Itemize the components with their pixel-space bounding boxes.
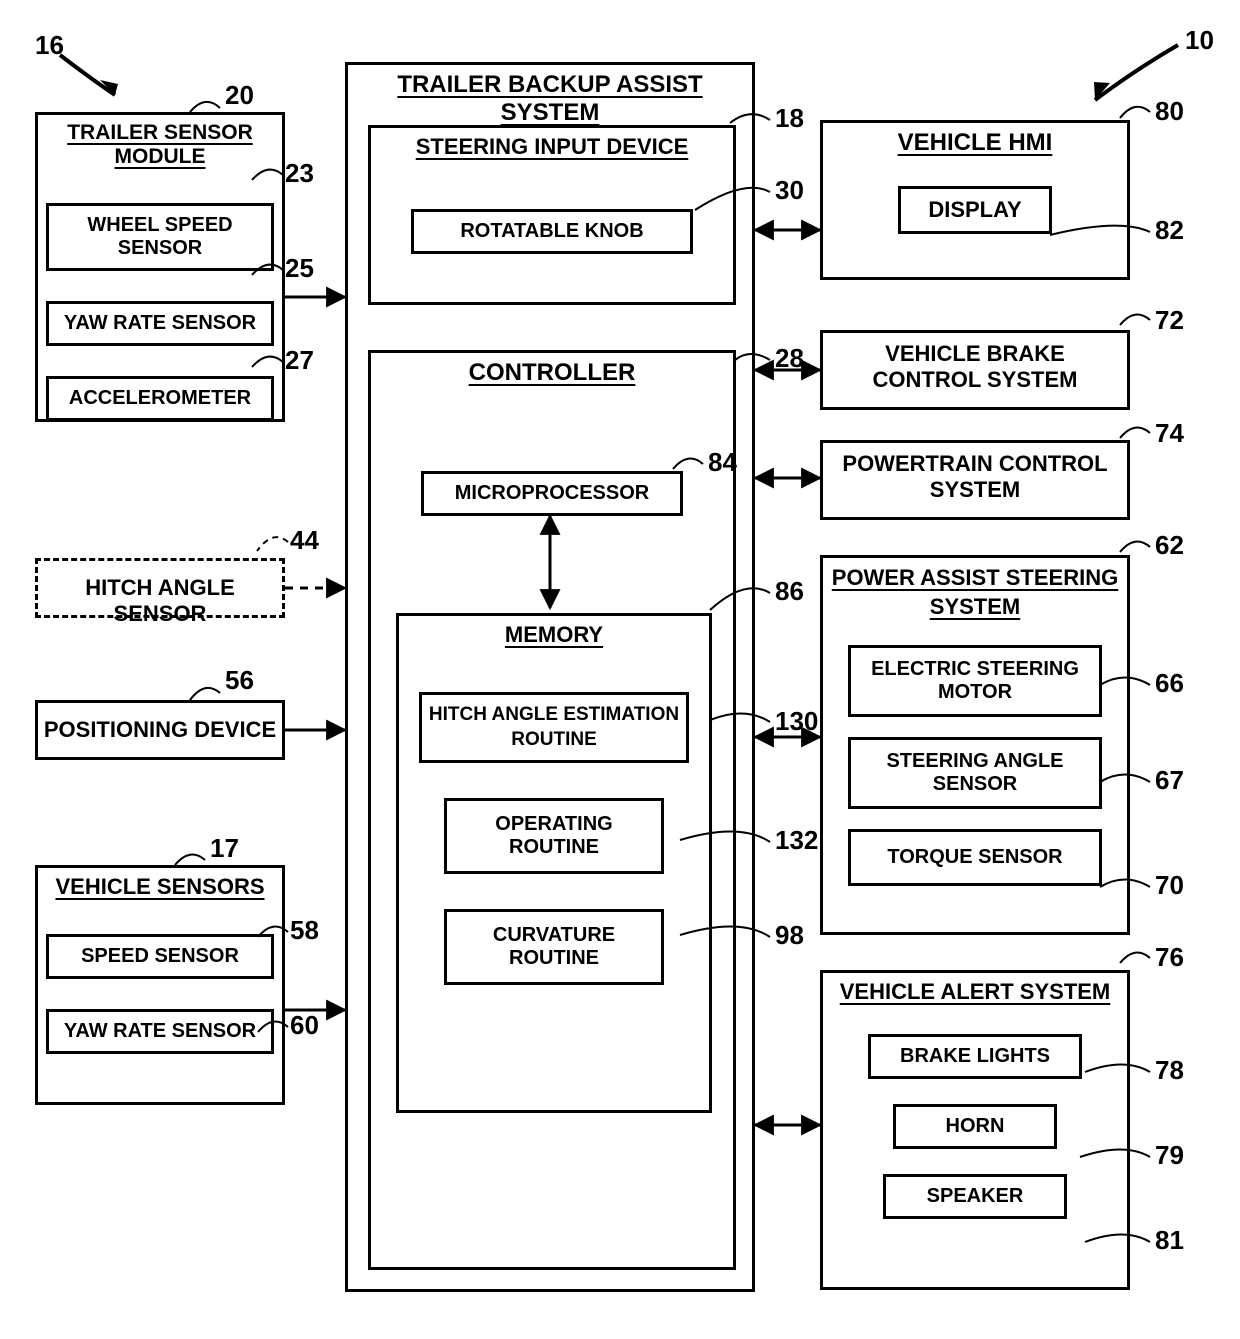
refnum-98: 98 [775, 920, 804, 951]
refnum-60: 60 [290, 1010, 319, 1041]
backup-system: TRAILER BACKUP ASSIST SYSTEM STEERING IN… [345, 62, 755, 1292]
refnum-80: 80 [1155, 96, 1184, 127]
trailer-sensor-module-title: TRAILER SENSOR MODULE [38, 115, 282, 173]
controller: CONTROLLER MICROPROCESSOR MEMORY HITCH A… [368, 350, 736, 1270]
positioning-device: POSITIONING DEVICE [35, 700, 285, 760]
refnum-10: 10 [1185, 25, 1214, 56]
yaw-rate-sensor-vehicle: YAW RATE SENSOR [46, 1009, 274, 1054]
speaker: SPEAKER [883, 1174, 1067, 1219]
refnum-82: 82 [1155, 215, 1184, 246]
refnum-67: 67 [1155, 765, 1184, 796]
refnum-72: 72 [1155, 305, 1184, 336]
yaw-rate-sensor-trailer: YAW RATE SENSOR [46, 301, 274, 346]
vehicle-hmi-title: VEHICLE HMI [823, 123, 1127, 161]
power-steering-title: POWER ASSIST STEERING SYSTEM [823, 558, 1127, 625]
steering-angle-sensor: STEERING ANGLE SENSOR [848, 737, 1102, 809]
display: DISPLAY [898, 186, 1052, 234]
refnum-62: 62 [1155, 530, 1184, 561]
positioning-device-label: POSITIONING DEVICE [44, 717, 276, 742]
refnum-20: 20 [225, 80, 254, 111]
torque-sensor: TORQUE SENSOR [848, 829, 1102, 886]
refnum-25: 25 [285, 253, 314, 284]
wheel-speed-sensor: WHEEL SPEED SENSOR [46, 203, 274, 271]
brake-lights: BRAKE LIGHTS [868, 1034, 1082, 1079]
refnum-79: 79 [1155, 1140, 1184, 1171]
refnum-44: 44 [290, 525, 319, 556]
refnum-18: 18 [775, 103, 804, 134]
speed-sensor: SPEED SENSOR [46, 934, 274, 979]
brake-control-label: VEHICLE BRAKE CONTROL SYSTEM [873, 341, 1078, 392]
powertrain: POWERTRAIN CONTROL SYSTEM [820, 440, 1130, 520]
alert-system-title: VEHICLE ALERT SYSTEM [823, 973, 1127, 1009]
refnum-28: 28 [775, 343, 804, 374]
refnum-132: 132 [775, 825, 818, 856]
refnum-78: 78 [1155, 1055, 1184, 1086]
vehicle-hmi: VEHICLE HMI DISPLAY [820, 120, 1130, 280]
alert-system: VEHICLE ALERT SYSTEM BRAKE LIGHTS HORN S… [820, 970, 1130, 1290]
refnum-30: 30 [775, 175, 804, 206]
refnum-23: 23 [285, 158, 314, 189]
steering-input-device: STEERING INPUT DEVICE ROTATABLE KNOB [368, 125, 736, 305]
vehicle-sensors: VEHICLE SENSORS SPEED SENSOR YAW RATE SE… [35, 865, 285, 1105]
horn: HORN [893, 1104, 1057, 1149]
rotatable-knob: ROTATABLE KNOB [411, 209, 693, 254]
refnum-17: 17 [210, 833, 239, 864]
memory: MEMORY HITCH ANGLE ESTIMATION ROUTINE OP… [396, 613, 712, 1113]
refnum-56: 56 [225, 665, 254, 696]
operating-routine: OPERATING ROUTINE [444, 798, 664, 874]
refnum-27: 27 [285, 345, 314, 376]
refnum-86: 86 [775, 576, 804, 607]
refnum-70: 70 [1155, 870, 1184, 901]
refnum-66: 66 [1155, 668, 1184, 699]
accelerometer: ACCELEROMETER [46, 376, 274, 421]
curvature-routine: CURVATURE ROUTINE [444, 909, 664, 985]
refnum-58: 58 [290, 915, 319, 946]
powertrain-label: POWERTRAIN CONTROL SYSTEM [842, 451, 1107, 502]
refnum-16: 16 [35, 30, 64, 61]
refnum-76: 76 [1155, 942, 1184, 973]
vehicle-sensors-title: VEHICLE SENSORS [38, 868, 282, 904]
memory-title: MEMORY [399, 616, 709, 652]
brake-control: VEHICLE BRAKE CONTROL SYSTEM [820, 330, 1130, 410]
hitch-estimation-routine: HITCH ANGLE ESTIMATION ROUTINE [419, 692, 689, 763]
trailer-sensor-module: TRAILER SENSOR MODULE WHEEL SPEED SENSOR… [35, 112, 285, 422]
refnum-130: 130 [775, 706, 818, 737]
refnum-84: 84 [708, 447, 737, 478]
power-steering: POWER ASSIST STEERING SYSTEM ELECTRIC ST… [820, 555, 1130, 935]
hitch-angle-sensor: HITCH ANGLE SENSOR [35, 558, 285, 618]
microprocessor: MICROPROCESSOR [421, 471, 683, 516]
steering-input-device-title: STEERING INPUT DEVICE [371, 128, 733, 164]
hitch-angle-sensor-label: HITCH ANGLE SENSOR [85, 575, 235, 626]
controller-title: CONTROLLER [371, 353, 733, 391]
backup-system-title: TRAILER BACKUP ASSIST SYSTEM [348, 65, 752, 131]
refnum-81: 81 [1155, 1225, 1184, 1256]
refnum-74: 74 [1155, 418, 1184, 449]
electric-motor: ELECTRIC STEERING MOTOR [848, 645, 1102, 717]
